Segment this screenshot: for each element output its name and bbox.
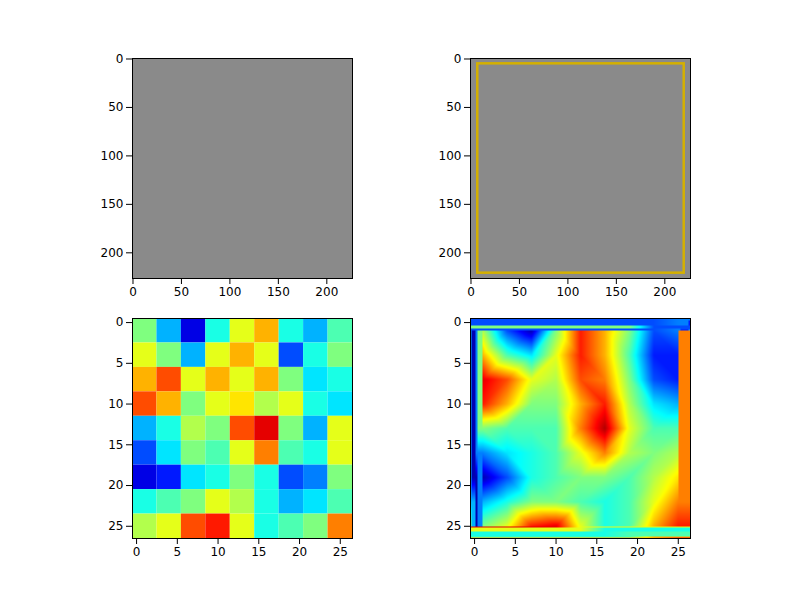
svg-text:0: 0 <box>133 545 141 559</box>
svg-text:15: 15 <box>446 438 461 452</box>
svg-text:0: 0 <box>116 315 124 329</box>
svg-text:100: 100 <box>101 149 124 163</box>
svg-text:25: 25 <box>446 519 461 533</box>
svg-text:50: 50 <box>108 100 123 114</box>
svg-text:50: 50 <box>174 285 189 299</box>
svg-text:100: 100 <box>218 285 241 299</box>
svg-text:0: 0 <box>454 52 462 66</box>
svg-text:5: 5 <box>116 356 124 370</box>
svg-text:200: 200 <box>653 285 676 299</box>
svg-text:150: 150 <box>439 197 462 211</box>
svg-text:20: 20 <box>630 545 645 559</box>
svg-text:200: 200 <box>439 246 462 260</box>
svg-text:10: 10 <box>108 397 123 411</box>
svg-text:15: 15 <box>108 438 123 452</box>
svg-text:50: 50 <box>446 100 461 114</box>
svg-text:10: 10 <box>210 545 225 559</box>
svg-text:10: 10 <box>446 397 461 411</box>
svg-text:100: 100 <box>556 285 579 299</box>
svg-text:150: 150 <box>605 285 628 299</box>
svg-text:0: 0 <box>129 285 137 299</box>
svg-text:0: 0 <box>116 52 124 66</box>
svg-text:100: 100 <box>439 149 462 163</box>
svg-text:200: 200 <box>315 285 338 299</box>
svg-text:25: 25 <box>108 519 123 533</box>
svg-text:150: 150 <box>267 285 290 299</box>
svg-text:150: 150 <box>101 197 124 211</box>
svg-text:5: 5 <box>454 356 462 370</box>
svg-text:15: 15 <box>589 545 604 559</box>
svg-text:5: 5 <box>173 545 181 559</box>
svg-text:0: 0 <box>471 545 479 559</box>
svg-text:20: 20 <box>108 478 123 492</box>
svg-text:10: 10 <box>548 545 563 559</box>
svg-text:25: 25 <box>671 545 686 559</box>
svg-text:0: 0 <box>467 285 475 299</box>
svg-text:25: 25 <box>333 545 348 559</box>
svg-text:15: 15 <box>251 545 266 559</box>
svg-text:50: 50 <box>512 285 527 299</box>
svg-text:20: 20 <box>292 545 307 559</box>
svg-text:5: 5 <box>511 545 519 559</box>
svg-text:200: 200 <box>101 246 124 260</box>
svg-text:0: 0 <box>454 315 462 329</box>
svg-text:20: 20 <box>446 478 461 492</box>
